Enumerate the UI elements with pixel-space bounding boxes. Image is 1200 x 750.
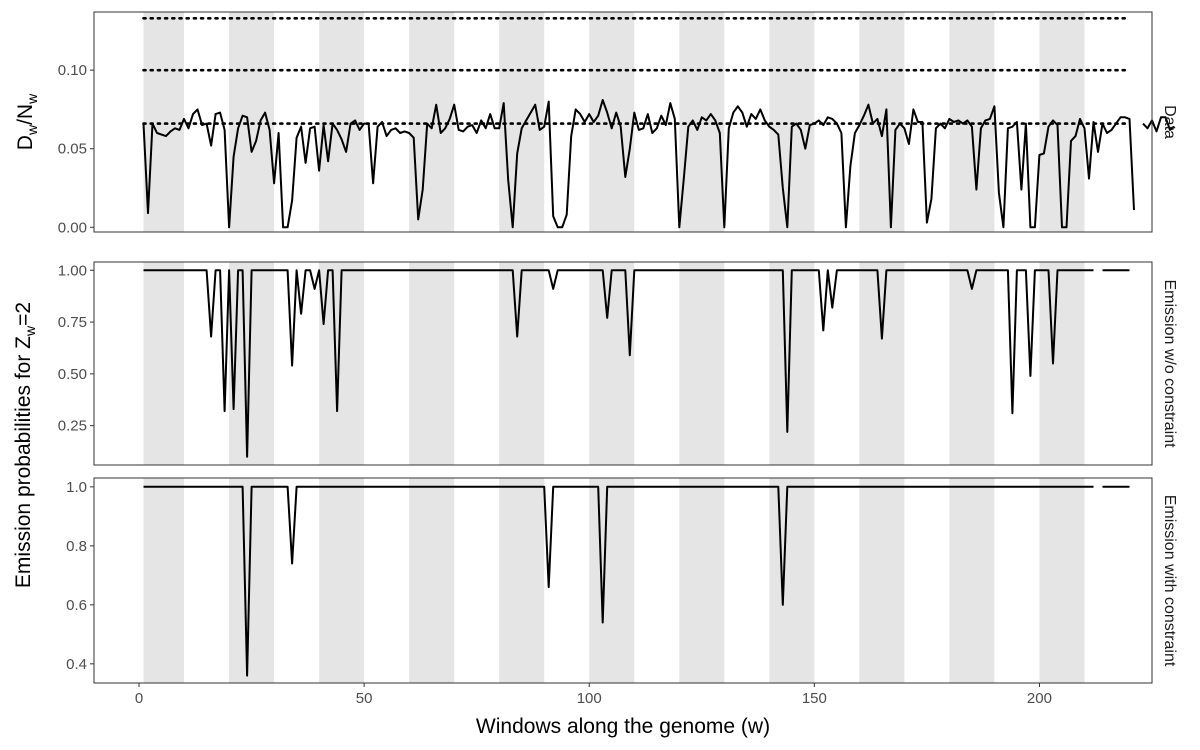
- shaded-band-9: [949, 12, 995, 232]
- x-tick-label-4: 200: [1027, 690, 1052, 707]
- shaded-band-3: [409, 262, 455, 465]
- y-tick-label-3: 1.0: [66, 479, 87, 496]
- chart-panels: 0.00 0.05 0.10 Data 0.25 0.50 0.75 1.00 Emission…: [58, 11, 1178, 684]
- shaded-band-8: [859, 478, 905, 683]
- shaded-band-9: [949, 262, 995, 465]
- shaded-band-0: [143, 12, 185, 232]
- y-tick-label-0: 0.25: [58, 418, 87, 435]
- shaded-band-7: [769, 478, 815, 683]
- shaded-band-6: [679, 12, 725, 232]
- shaded-band-0: [143, 262, 185, 465]
- y-axis-title-data: Dw/Nw: [14, 93, 40, 150]
- x-axis-title: Windows along the genome (w): [476, 715, 770, 738]
- shaded-band-4: [499, 478, 545, 683]
- series-line-segment-0-1: [1142, 116, 1176, 133]
- y-tick-label-0: 0.00: [58, 219, 87, 236]
- panel-data: 0.00 0.05 0.10 Data: [58, 11, 1178, 236]
- y-tick-label-1: 0.50: [58, 366, 87, 383]
- y-tick-label-2: 0.75: [58, 314, 87, 331]
- x-tick-label-3: 150: [802, 690, 827, 707]
- panel-frame: [93, 477, 1153, 684]
- x-tick-label-0: 0: [135, 690, 143, 707]
- series-line-segment-0-0: [142, 99, 1135, 229]
- shaded-band-7: [769, 12, 815, 232]
- x-axis: 0 50 100 150 200: [135, 683, 1052, 707]
- x-tick-label-1: 50: [356, 690, 373, 707]
- y-tick-label-0: 0.4: [66, 656, 87, 673]
- y-tick-label-1: 0.6: [66, 597, 87, 614]
- shaded-band-9: [949, 478, 995, 683]
- y-tick-label-2: 0.8: [66, 538, 87, 555]
- shaded-band-5: [589, 478, 635, 683]
- shaded-band-10: [1039, 478, 1085, 683]
- shaded-band-3: [409, 478, 455, 683]
- shaded-band-2: [319, 478, 365, 683]
- shaded-band-5: [589, 12, 635, 232]
- shaded-band-8: [859, 262, 905, 465]
- shaded-band-8: [859, 12, 905, 232]
- y-axis-title-emission: Emission probabilities for Zw=2: [12, 302, 38, 588]
- strip-label-emission-without-constraint: Emission w/o constraint: [1161, 279, 1178, 448]
- y-tick-label-2: 0.10: [58, 62, 87, 79]
- y-tick-label-1: 0.05: [58, 141, 87, 158]
- shaded-band-6: [679, 478, 725, 683]
- panel-emission-with-constraint: 0.4 0.6 0.8 1.0 Emission with constraint: [66, 477, 1178, 684]
- x-tick-label-2: 100: [577, 690, 602, 707]
- series-line-segment-0-0: [143, 269, 1094, 458]
- panel-frame: [93, 11, 1153, 233]
- shaded-band-0: [143, 478, 185, 683]
- shaded-band-6: [679, 262, 725, 465]
- shaded-band-10: [1039, 262, 1085, 465]
- shaded-band-10: [1039, 12, 1085, 232]
- panel-emission-without-constraint: 0.25 0.50 0.75 1.00 Emission w/o constraint: [58, 261, 1178, 466]
- strip-label-data: Data: [1161, 105, 1178, 139]
- shaded-band-2: [319, 12, 365, 232]
- strip-label-emission-with-constraint: Emission with constraint: [1161, 495, 1178, 667]
- panel-frame: [93, 261, 1153, 466]
- shaded-band-5: [589, 262, 635, 465]
- shaded-band-4: [499, 262, 545, 465]
- y-tick-label-3: 1.00: [58, 262, 87, 279]
- shaded-band-4: [499, 12, 545, 232]
- series-line-segment-0-0: [143, 485, 1094, 677]
